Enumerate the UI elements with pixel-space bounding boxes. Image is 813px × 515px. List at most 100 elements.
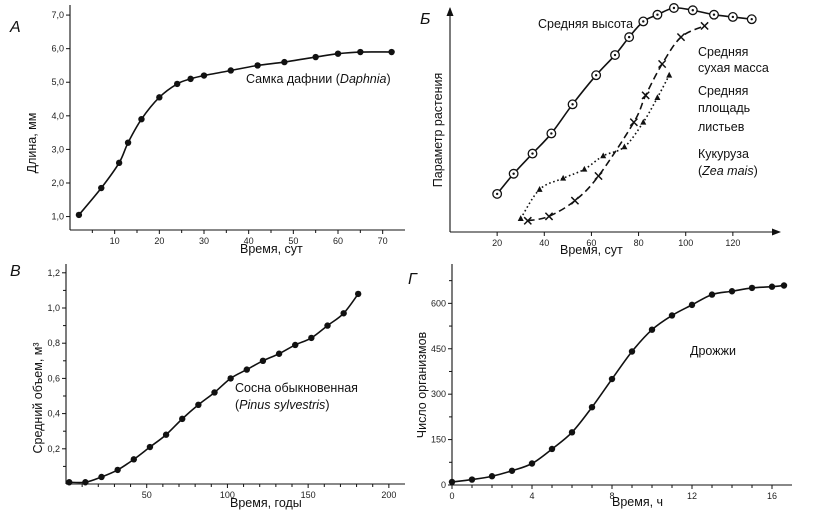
panel-b: 20 40 60 80 100 120 Время, сут Параметр растени… bbox=[420, 3, 781, 257]
series-1-point bbox=[292, 341, 299, 349]
series-1-point bbox=[162, 431, 170, 438]
y-axis-arrow bbox=[446, 7, 454, 16]
panel-letter: Б bbox=[420, 11, 430, 28]
point-center bbox=[571, 103, 574, 106]
series-2-point bbox=[544, 212, 554, 221]
series-2-point bbox=[676, 32, 686, 42]
y-tick-label: 2,0 bbox=[51, 178, 64, 188]
series-1-point bbox=[254, 62, 261, 69]
series-1-point bbox=[668, 312, 676, 319]
panel-v: 50 100 150 200 0,2 0,4 0,6 0,8 1,0 1,2 Время, годы… bbox=[10, 263, 405, 510]
annotation-italic: Daphnia bbox=[340, 72, 387, 86]
annotation: листьев bbox=[698, 120, 745, 134]
annotation-suffix: ) bbox=[387, 72, 391, 86]
y-tick-label: 0 bbox=[441, 480, 446, 490]
x-tick-label: 16 bbox=[767, 491, 777, 501]
series-1-point bbox=[324, 322, 331, 329]
series-3-point bbox=[536, 186, 543, 192]
x-tick-label: 40 bbox=[539, 238, 549, 248]
series-1-point bbox=[748, 284, 756, 292]
annotation-text: Средняя высота bbox=[538, 17, 633, 31]
annotation: Средняя высота bbox=[538, 17, 633, 31]
series-1-point bbox=[115, 159, 123, 167]
series-1-point bbox=[688, 301, 696, 309]
point-center bbox=[672, 6, 676, 10]
series-3-point bbox=[517, 215, 524, 221]
y-tick-label: 0,8 bbox=[47, 338, 60, 348]
series-1-point bbox=[388, 48, 395, 56]
y-tick-label: 450 bbox=[431, 344, 446, 354]
series-1-point bbox=[66, 479, 73, 486]
y-tick-label: 7,0 bbox=[51, 10, 64, 20]
x-axis-label: Время, сут bbox=[560, 243, 623, 257]
series-1-point bbox=[568, 429, 576, 436]
series-3-point bbox=[560, 174, 567, 181]
series-1-point bbox=[138, 115, 145, 123]
y-axis-label: Число организмов bbox=[415, 331, 429, 438]
y-tick-label: 0,6 bbox=[47, 373, 60, 383]
series-1-point bbox=[187, 75, 194, 83]
series-1 bbox=[75, 48, 395, 219]
series-2-point bbox=[700, 21, 709, 31]
series-1-point bbox=[114, 466, 121, 474]
annotation: площадь bbox=[698, 101, 750, 115]
annotation-text: Самка дафнии ( bbox=[246, 72, 341, 86]
y-tick-label: 5,0 bbox=[51, 77, 64, 87]
panel-a: 10 20 30 40 50 60 70 1,0 2,0 3,0 4,0 5,0 6,0 7,0 Время… bbox=[9, 5, 405, 256]
x-tick-label: 4 bbox=[529, 491, 534, 501]
point-center bbox=[731, 15, 735, 19]
series-1-point bbox=[687, 5, 698, 16]
series-2-point bbox=[570, 196, 580, 205]
series-1 bbox=[492, 3, 757, 199]
annotation-text: ( bbox=[698, 164, 703, 178]
x-tick-label: 60 bbox=[333, 236, 343, 246]
series-2-point bbox=[641, 91, 650, 100]
annotation-text: Кукуруза bbox=[698, 147, 749, 161]
annotation: (Zea mais) bbox=[698, 164, 758, 178]
annotation-text: Средняя bbox=[698, 45, 748, 59]
series-3-point bbox=[621, 143, 628, 150]
series-3-point bbox=[600, 152, 607, 159]
y-axis-label: Средний объем, м³ bbox=[31, 342, 45, 453]
series-2 bbox=[523, 21, 709, 225]
series-1-point bbox=[488, 473, 496, 480]
annotation: сухая масса bbox=[698, 61, 769, 75]
annotation-italic: Zea mais bbox=[701, 164, 753, 178]
series-1-point bbox=[334, 50, 342, 57]
series-2-point bbox=[658, 59, 667, 69]
series-1-point bbox=[354, 290, 362, 298]
point-center bbox=[691, 9, 694, 12]
y-tick-label: 150 bbox=[431, 435, 446, 445]
series-1-point bbox=[591, 70, 602, 81]
series-1-point bbox=[709, 9, 719, 20]
series-1-point bbox=[312, 53, 319, 61]
series-1-point bbox=[357, 48, 364, 56]
point-center bbox=[712, 13, 716, 16]
series-1-point bbox=[174, 80, 181, 88]
series-1-point bbox=[546, 128, 557, 139]
series-3-point bbox=[654, 94, 661, 100]
y-axis-label: Параметр растения bbox=[431, 73, 445, 187]
y-tick-label: 4,0 bbox=[51, 111, 64, 121]
annotation-italic: Pinus sylvestris bbox=[239, 398, 325, 412]
series-1-point bbox=[281, 58, 288, 66]
x-axis-label: Время, сут bbox=[240, 242, 303, 256]
x-axis-arrow bbox=[772, 228, 781, 236]
x-tick-label: 200 bbox=[381, 490, 396, 500]
series-1 bbox=[448, 282, 788, 486]
x-tick-label: 12 bbox=[687, 491, 697, 501]
y-tick-label: 1,0 bbox=[51, 212, 64, 222]
annotation-text: Средняя bbox=[698, 84, 748, 98]
point-center bbox=[613, 53, 617, 57]
series-1-point bbox=[610, 50, 620, 60]
series-1-point bbox=[708, 291, 716, 298]
x-tick-label: 60 bbox=[586, 238, 596, 248]
annotation-text: Дрожжи bbox=[690, 344, 736, 358]
series-line bbox=[78, 51, 392, 216]
series-1-point bbox=[588, 403, 596, 411]
annotation-text: листьев bbox=[698, 120, 745, 134]
y-tick-label: 600 bbox=[431, 298, 446, 308]
annotation-text: сухая масса bbox=[698, 61, 769, 75]
series-1-point bbox=[275, 350, 283, 357]
